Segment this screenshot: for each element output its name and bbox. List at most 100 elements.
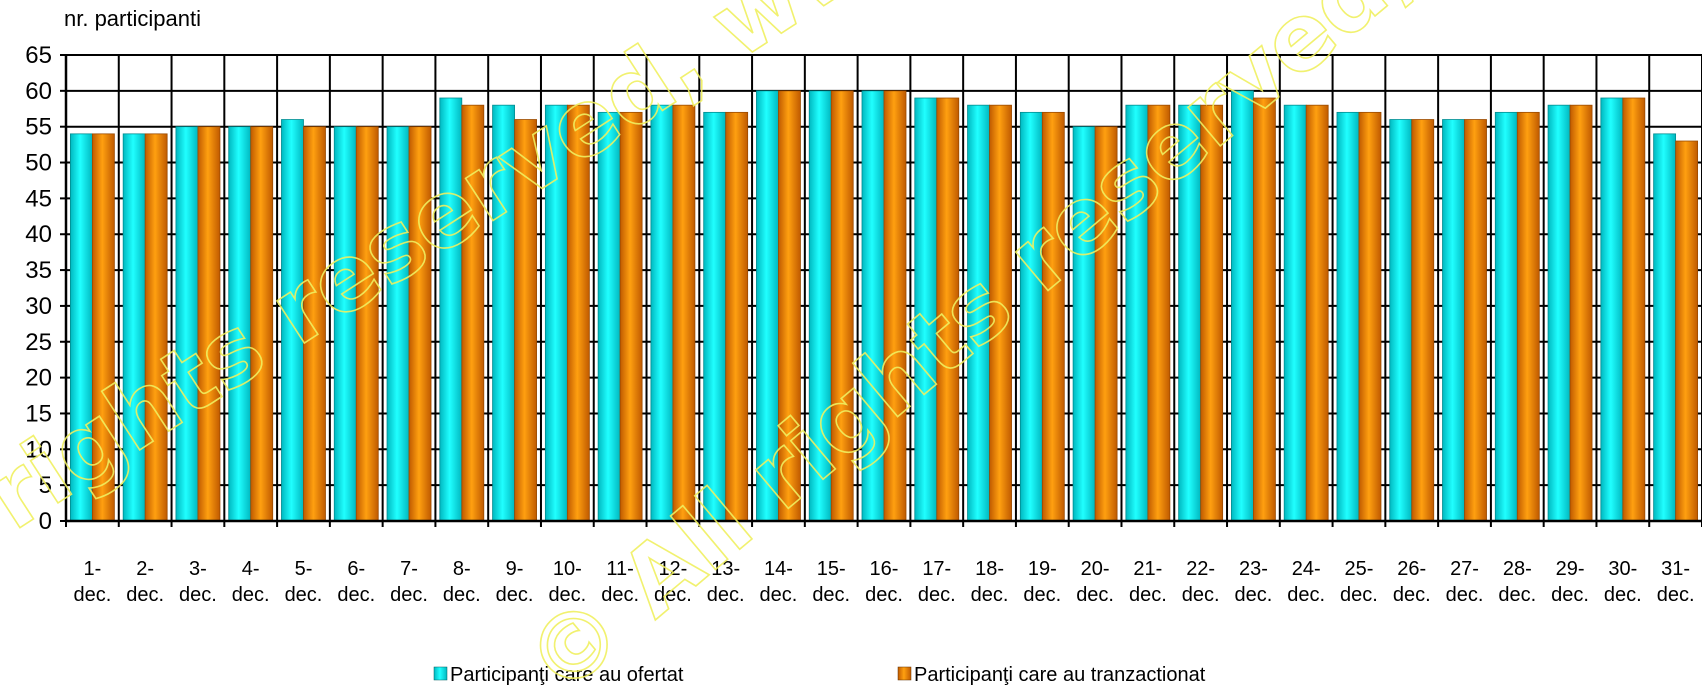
x-tick-label-month: dec.	[971, 584, 1009, 606]
x-tick-label-day: 22-	[1186, 558, 1215, 580]
bar-traded	[1569, 104, 1593, 522]
x-tick-label-month: dec.	[1604, 584, 1642, 606]
x-tick-label-day: 18-	[975, 558, 1004, 580]
x-tick-label-month: dec.	[1129, 584, 1167, 606]
x-tick-label: 8- dec.	[443, 558, 481, 606]
y-tick-label: 0	[39, 508, 52, 535]
x-tick-label-day: 25-	[1345, 558, 1374, 580]
y-tick-label: 50	[25, 150, 52, 177]
x-tick-label-day: 19-	[1028, 558, 1057, 580]
x-tick-label: 29- dec.	[1551, 558, 1589, 606]
x-tick-label-month: dec.	[548, 584, 586, 606]
y-tick-label: 60	[25, 78, 52, 105]
bar-traded	[1358, 111, 1382, 522]
x-tick-label-month: dec.	[601, 584, 639, 606]
x-tick-label-month: dec.	[443, 584, 481, 606]
x-tick-label: 10- dec.	[548, 558, 586, 606]
x-tick-label-month: dec.	[1076, 584, 1114, 606]
x-tick-label: 20- dec.	[1076, 558, 1114, 606]
legend: Participanţi care au ofertat Participanţ…	[433, 664, 1206, 686]
bars	[69, 90, 1699, 522]
x-tick-label-day: 11-	[606, 558, 633, 580]
x-tick-label-month: dec.	[707, 584, 745, 606]
x-tick-label: 5- dec.	[285, 558, 323, 606]
x-tick-label-month: dec.	[1023, 584, 1061, 606]
x-tick-label: 30- dec.	[1604, 558, 1642, 606]
x-tick-label-month: dec.	[126, 584, 164, 606]
x-tick-label: 31- dec.	[1657, 558, 1695, 606]
x-tick-label-month: dec.	[73, 584, 111, 606]
x-tick-label-day: 21-	[1133, 558, 1162, 580]
x-tick-label: 19- dec.	[1023, 558, 1061, 606]
axes	[60, 54, 1702, 523]
x-tick-label-month: dec.	[1498, 584, 1536, 606]
bar-offered	[1336, 111, 1360, 522]
x-tick-label-day: 15-	[817, 558, 846, 580]
bar-traded	[619, 111, 643, 522]
x-tick-label-day: 16-	[870, 558, 899, 580]
bar-traded	[1464, 119, 1487, 522]
x-tick-label: 6- dec.	[337, 558, 375, 606]
bar-offered	[1494, 111, 1518, 522]
x-tick-label-day: 13-	[711, 558, 740, 580]
y-tick-labels: 0 5 10 15 20 25 30 35 40 45 50 55 60 65	[25, 42, 52, 535]
x-tick-label-month: dec.	[1393, 584, 1431, 606]
x-tick-label-month: dec.	[1235, 584, 1273, 606]
x-tick-label: 23- dec.	[1235, 558, 1273, 606]
x-tick-label-day: 23-	[1239, 558, 1268, 580]
x-tick-label: 22- dec.	[1182, 558, 1220, 606]
bar-offered	[1600, 97, 1624, 522]
y-tick-label: 10	[25, 436, 52, 463]
x-tick-label-day: 1-	[83, 558, 101, 580]
x-tick-label-month: dec.	[496, 584, 534, 606]
x-tick-label-day: 4-	[242, 558, 260, 580]
x-tick-label: 26- dec.	[1393, 558, 1431, 606]
x-tick-label-day: 7-	[400, 558, 418, 580]
x-tick-label: 7- dec.	[390, 558, 428, 606]
x-tick-label: 2- dec.	[126, 558, 164, 606]
x-tick-label-month: dec.	[865, 584, 903, 606]
x-tick-label: 27- dec.	[1446, 558, 1484, 606]
x-tick-label-day: 9-	[506, 558, 524, 580]
x-tick-label-month: dec.	[337, 584, 375, 606]
y-tick-label: 20	[25, 365, 52, 392]
legend-swatch-traded	[897, 666, 912, 681]
x-tick-labels: 1- dec. 2- dec. 3- dec. 4- dec. 5- dec. 6- dec. 7- de…	[73, 558, 1694, 606]
bar-traded	[1411, 119, 1435, 522]
x-tick-label-day: 31-	[1661, 558, 1690, 580]
x-tick-label-day: 2-	[136, 558, 154, 580]
bar-offered	[1653, 133, 1677, 522]
x-tick-label: 9- dec.	[496, 558, 534, 606]
x-tick-label: 4- dec.	[232, 558, 270, 606]
x-tick-label-month: dec.	[1287, 584, 1325, 606]
bar-traded	[1622, 97, 1646, 522]
x-tick-label-month: dec.	[1657, 584, 1695, 606]
x-tick-label: 21- dec.	[1129, 558, 1167, 606]
y-axis-label: nr. participanti	[64, 6, 201, 31]
y-tick-label: 30	[25, 293, 52, 320]
y-tick-label: 25	[25, 329, 52, 356]
x-tick-label-month: dec.	[1340, 584, 1378, 606]
x-tick-label-day: 3-	[189, 558, 207, 580]
x-tick-label: 28- dec.	[1498, 558, 1536, 606]
x-tick-label-day: 27-	[1450, 558, 1479, 580]
bar-traded	[1516, 111, 1540, 522]
x-tick-label: 14- dec.	[760, 558, 798, 606]
bar-traded	[1675, 140, 1699, 522]
y-tick-label: 55	[25, 114, 52, 141]
y-tick-label: 45	[25, 185, 52, 212]
y-tick-label: 15	[25, 400, 52, 427]
x-tick-label-day: 12-	[658, 558, 687, 580]
x-tick-label-month: dec.	[285, 584, 323, 606]
x-tick-label-month: dec.	[1182, 584, 1220, 606]
x-tick-label: 24- dec.	[1287, 558, 1325, 606]
x-tick-label-month: dec.	[179, 584, 217, 606]
x-tick-label-day: 20-	[1081, 558, 1110, 580]
x-tick-label-day: 6-	[347, 558, 365, 580]
y-tick-label: 40	[25, 221, 52, 248]
x-tick-label-month: dec.	[760, 584, 798, 606]
x-tick-label-month: dec.	[232, 584, 270, 606]
bar-traded	[1305, 104, 1329, 522]
x-tick-label-day: 26-	[1397, 558, 1426, 580]
x-tick-label: 3- dec.	[179, 558, 217, 606]
